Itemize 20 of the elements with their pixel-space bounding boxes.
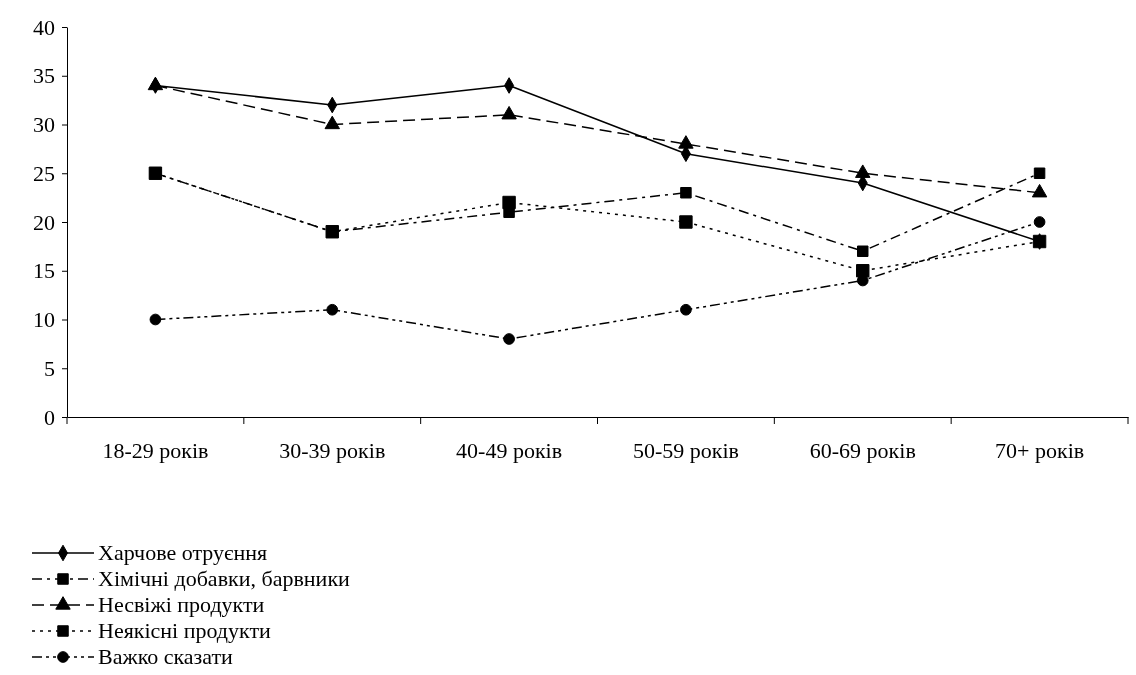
y-tick-label: 40 — [33, 14, 55, 40]
y-tick-label: 5 — [44, 355, 55, 381]
y-tick-label: 20 — [33, 209, 55, 235]
legend-label: Хімічні добавки, барвники — [98, 566, 351, 591]
legend-label: Неякісні продукти — [98, 618, 272, 643]
legend-label: Важко сказати — [98, 644, 234, 669]
x-tick-label: 18-29 років — [102, 438, 209, 463]
y-tick-label: 10 — [33, 307, 55, 333]
x-tick-label: 30-39 років — [279, 438, 386, 463]
x-tick-label: 50-59 років — [632, 438, 739, 463]
legend-label: Харчове отруєння — [98, 540, 268, 565]
legend-label: Несвіжі продукти — [98, 592, 265, 617]
x-tick-label: 40-49 років — [456, 438, 563, 463]
y-tick-label: 0 — [44, 404, 55, 430]
x-tick-label: 60-69 років — [809, 438, 916, 463]
y-tick-label: 25 — [33, 160, 55, 186]
y-tick-label: 30 — [33, 112, 55, 138]
x-tick-label: 70+ років — [995, 438, 1085, 463]
y-tick-label: 15 — [33, 258, 55, 284]
y-tick-label: 35 — [33, 63, 55, 89]
